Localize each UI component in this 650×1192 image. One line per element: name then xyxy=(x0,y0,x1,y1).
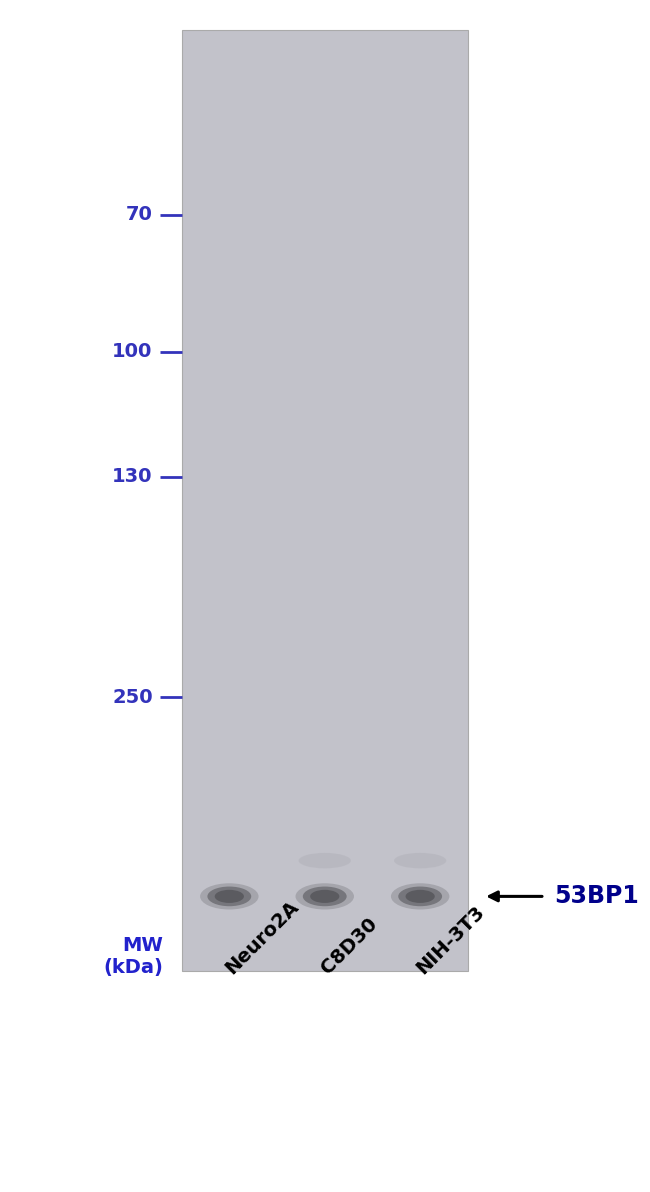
Text: 250: 250 xyxy=(112,688,153,707)
Text: MW
(kDa): MW (kDa) xyxy=(103,936,163,976)
Ellipse shape xyxy=(310,889,339,904)
Ellipse shape xyxy=(398,887,442,906)
Text: Neuro2A: Neuro2A xyxy=(222,896,303,977)
Ellipse shape xyxy=(207,887,252,906)
Ellipse shape xyxy=(391,883,449,909)
Ellipse shape xyxy=(296,883,354,909)
Text: 100: 100 xyxy=(112,342,153,361)
Text: NIH-3T3: NIH-3T3 xyxy=(413,902,489,977)
Text: 53BP1: 53BP1 xyxy=(554,884,639,908)
Ellipse shape xyxy=(298,853,351,868)
Ellipse shape xyxy=(406,889,435,904)
Text: 70: 70 xyxy=(126,205,153,224)
Ellipse shape xyxy=(394,853,447,868)
Ellipse shape xyxy=(303,887,346,906)
Text: 130: 130 xyxy=(112,467,153,486)
Ellipse shape xyxy=(200,883,259,909)
Text: C8D30: C8D30 xyxy=(317,914,381,977)
Ellipse shape xyxy=(214,889,244,904)
Bar xyxy=(181,30,468,971)
